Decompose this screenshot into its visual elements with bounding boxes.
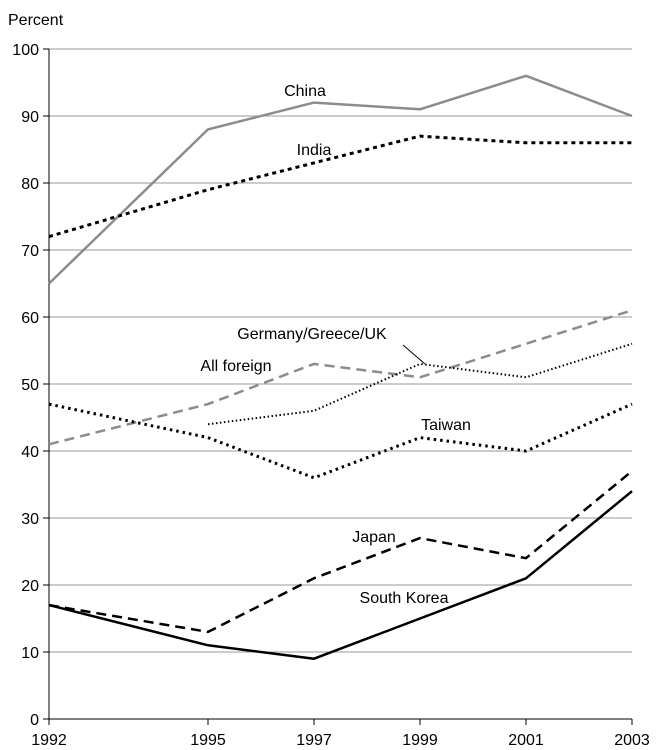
series-label-germany-greece-uk: Germany/Greece/UK (237, 326, 387, 343)
x-tick-label-1992: 1992 (31, 732, 67, 749)
x-tick-label-2001: 2001 (508, 732, 544, 749)
x-tick-label-2003: 2003 (614, 732, 650, 749)
series-lines (48, 74, 633, 660)
y-axis-label: Percent (8, 12, 64, 29)
series-line-japan (48, 470, 633, 634)
series-line-china (48, 74, 633, 285)
y-tick-label-60: 60 (21, 310, 39, 327)
germany-greece-uk-leader-line (402, 344, 426, 365)
y-tick-label-90: 90 (21, 109, 39, 126)
x-tick-label-1995: 1995 (190, 732, 226, 749)
gridlines (43, 48, 632, 720)
y-tick-label-70: 70 (21, 243, 39, 260)
series-label-taiwan: Taiwan (421, 417, 471, 434)
y-tick-label-100: 100 (12, 42, 39, 59)
y-tick-label-30: 30 (21, 511, 39, 528)
series-labels: China India All foreign Germany/Greece/UK Ta… (200, 83, 470, 607)
y-tick-label-10: 10 (21, 645, 39, 662)
y-tick-label-50: 50 (21, 377, 39, 394)
series-label-india: India (297, 142, 332, 159)
y-tick-label-0: 0 (30, 712, 39, 729)
series-label-all-foreign: All foreign (200, 358, 271, 375)
y-tick-label-40: 40 (21, 444, 39, 461)
y-tick-label-80: 80 (21, 176, 39, 193)
series-line-all-foreign (48, 309, 633, 446)
series-line-south-korea (48, 490, 633, 660)
series-label-south-korea: South Korea (360, 590, 449, 607)
series-line-india (48, 134, 632, 239)
y-tick-label-20: 20 (21, 578, 39, 595)
series-line-taiwan (48, 402, 633, 480)
series-label-japan: Japan (352, 529, 396, 546)
axes: 0 10 20 30 40 50 60 70 80 90 100 1992 1995 1997 1999 20… (12, 42, 650, 749)
x-tick-label-1997: 1997 (296, 732, 332, 749)
x-tick-label-1999: 1999 (402, 732, 438, 749)
series-label-china: China (284, 83, 326, 100)
